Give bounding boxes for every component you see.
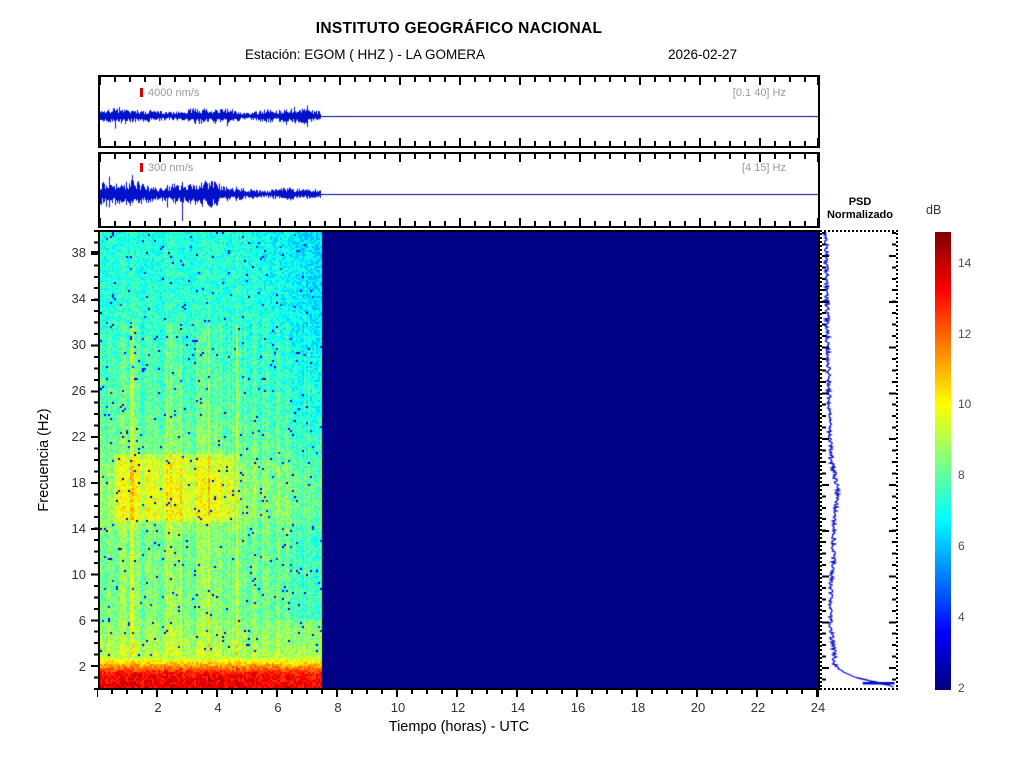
station-subtitle: Estación: EGOM ( HHZ ) - LA GOMERA	[245, 47, 486, 62]
colorbar-tick: 8	[958, 468, 965, 482]
trace1-scale-label: 4000 nm/s	[140, 87, 199, 99]
psd-panel-title: PSD Normalizado	[826, 196, 893, 221]
date-label: 2026-02-27	[668, 47, 738, 62]
y-tick: 6	[78, 613, 86, 628]
trace2-canvas	[100, 154, 818, 226]
x-axis-major-ticks	[97, 690, 819, 697]
trace1-top-major-ticks	[100, 77, 818, 85]
colorbar-tick: 14	[958, 256, 972, 270]
colorbar-tick: 12	[958, 327, 972, 341]
y-tick: 34	[71, 291, 86, 306]
trace2-top-major-ticks	[100, 154, 818, 162]
x-tick: 24	[810, 700, 826, 715]
trace-panel-filtered: 300 nm/s [4 15] Hz	[98, 152, 820, 228]
y-tick: 22	[71, 429, 86, 444]
colorbar-unit-label: dB	[926, 203, 942, 217]
x-tick: 16	[570, 700, 586, 715]
x-tick: 18	[630, 700, 646, 715]
trace-panel-broadband: 4000 nm/s [0.1 40] Hz	[98, 75, 820, 148]
y-tick: 10	[71, 567, 86, 582]
y-axis-major-ticks	[91, 230, 98, 690]
psd-panel	[820, 230, 898, 690]
trace2-filter-label: [4 15] Hz	[741, 162, 786, 174]
trace2-scale-label: 300 nm/s	[140, 162, 193, 174]
trace1-filter-label: [0.1 40] Hz	[732, 87, 786, 99]
trace2-bottom-major-ticks	[100, 218, 818, 226]
y-tick: 18	[71, 475, 86, 490]
x-tick: 14	[510, 700, 526, 715]
y-tick: 30	[71, 337, 86, 352]
x-tick: 10	[390, 700, 406, 715]
y-tick: 2	[78, 659, 86, 674]
x-tick: 20	[690, 700, 706, 715]
x-tick: 2	[154, 700, 162, 715]
colorbar-tick: 2	[958, 681, 965, 695]
x-tick: 22	[750, 700, 766, 715]
x-tick: 4	[214, 700, 222, 715]
trace1-canvas	[100, 77, 818, 146]
colorbar-tick: 4	[958, 610, 965, 624]
psd-canvas	[822, 232, 896, 688]
colorbar-tick: 10	[958, 397, 972, 411]
y-tick: 14	[71, 521, 86, 536]
colorbar-canvas	[935, 232, 951, 690]
colorbar-tick: 6	[958, 539, 965, 553]
x-tick: 12	[450, 700, 466, 715]
y-axis-label: Frecuencia (Hz)	[36, 408, 52, 512]
scale-marker-icon	[140, 163, 143, 172]
trace1-bottom-major-ticks	[100, 138, 818, 146]
scale-marker-icon	[140, 88, 143, 97]
x-tick: 6	[274, 700, 282, 715]
spectrogram-panel	[98, 230, 820, 690]
page-title: INSTITUTO GEOGRÁFICO NACIONAL	[315, 20, 603, 37]
spectrogram-canvas	[100, 232, 818, 688]
x-tick: 8	[334, 700, 342, 715]
y-tick: 26	[71, 383, 86, 398]
x-axis-label: Tiempo (horas) - UTC	[388, 719, 530, 735]
y-tick: 38	[71, 245, 86, 260]
colorbar	[935, 232, 951, 690]
